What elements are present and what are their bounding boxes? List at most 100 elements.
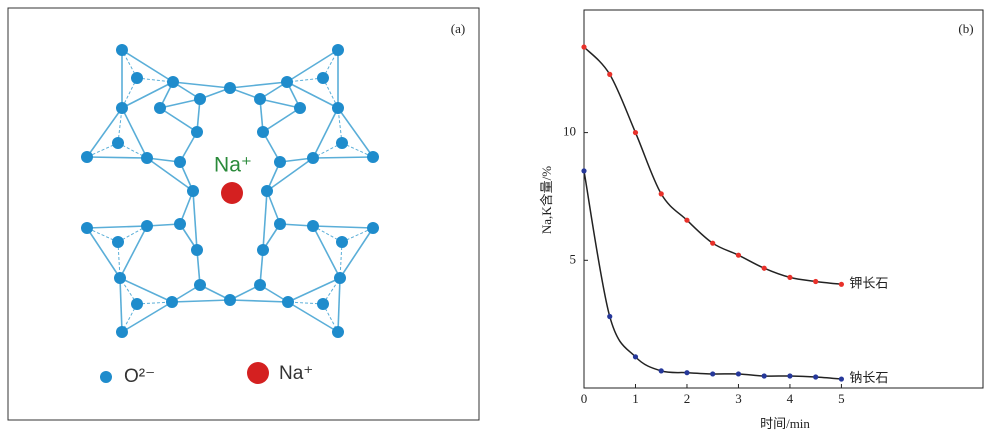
bond <box>337 107 374 158</box>
data-point <box>735 371 742 377</box>
bond <box>121 301 173 333</box>
data-point <box>813 374 819 380</box>
series-label: 钠长石 <box>849 370 888 385</box>
oxygen-ion <box>332 326 344 338</box>
data-point <box>632 129 639 136</box>
bond <box>262 190 268 251</box>
oxygen-ion <box>332 102 344 114</box>
bond <box>172 81 231 89</box>
oxygen-ion <box>141 220 153 232</box>
plot-frame <box>583 9 984 389</box>
bond <box>121 49 174 83</box>
data-point <box>632 354 639 360</box>
oxygen-ion <box>332 44 344 56</box>
oxygen-ion <box>114 272 126 284</box>
bond <box>339 227 374 279</box>
oxygen-ion <box>367 151 379 163</box>
data-point <box>735 252 742 258</box>
bond <box>117 241 121 279</box>
data-point <box>813 278 819 285</box>
oxygen-ion <box>274 218 286 230</box>
bond <box>286 81 339 109</box>
legend-na-marker <box>247 362 269 384</box>
oxygen-ion <box>317 298 329 310</box>
bond <box>286 49 339 83</box>
bond <box>312 225 341 279</box>
oxygen-ion <box>257 244 269 256</box>
oxygen-ion <box>317 72 329 84</box>
bond <box>229 81 288 89</box>
crystal-network <box>81 44 379 338</box>
x-tick-label: 3 <box>735 391 742 406</box>
bond <box>86 156 148 159</box>
x-tick-label: 0 <box>581 391 588 406</box>
oxygen-ion <box>274 156 286 168</box>
data-point <box>710 371 716 377</box>
bond <box>86 225 148 229</box>
data-point <box>787 274 793 281</box>
bond <box>337 277 341 333</box>
na-ion-label: Na⁺ <box>214 154 252 177</box>
oxygen-ion <box>116 102 128 114</box>
oxygen-ion <box>174 156 186 168</box>
legend-na-label: Na⁺ <box>279 363 313 384</box>
x-tick-label: 1 <box>632 391 639 406</box>
oxygen-ion <box>112 137 124 149</box>
bond <box>229 299 289 303</box>
bond <box>119 225 148 279</box>
oxygen-ion <box>336 137 348 149</box>
bond <box>312 107 339 159</box>
data-point <box>710 240 716 246</box>
data-point <box>761 373 767 379</box>
bond <box>159 98 201 109</box>
oxygen-ion <box>112 236 124 248</box>
x-tick-label: 5 <box>838 391 845 406</box>
x-tick-label: 2 <box>684 391 691 406</box>
oxygen-ion <box>116 44 128 56</box>
oxygen-ion <box>254 93 266 105</box>
data-point <box>658 368 664 374</box>
bond <box>312 156 374 159</box>
data-point <box>607 313 613 320</box>
oxygen-ion <box>194 279 206 291</box>
oxygen-ion <box>282 296 294 308</box>
bond <box>119 277 173 303</box>
bond <box>119 277 123 333</box>
bond <box>287 277 341 303</box>
data-point <box>838 281 845 287</box>
oxygen-ion <box>131 72 143 84</box>
bond <box>86 107 123 158</box>
oxygen-ion <box>261 185 273 197</box>
bond <box>259 98 301 109</box>
panel-b-label: (b) <box>958 21 973 36</box>
oxygen-ion <box>334 272 346 284</box>
series-label: 钾长石 <box>849 275 888 290</box>
oxygen-ion <box>154 102 166 114</box>
data-point <box>581 44 587 50</box>
fit-curve <box>583 46 842 286</box>
data-point <box>838 376 845 382</box>
data-point <box>684 370 690 376</box>
oxygen-ion <box>141 152 153 164</box>
oxygen-ion <box>187 185 199 197</box>
bond <box>171 299 231 303</box>
oxygen-ion <box>281 76 293 88</box>
legend-o-marker <box>100 371 112 383</box>
panel-a-frame <box>7 7 480 421</box>
bond <box>287 301 339 333</box>
x-axis-label: 时间/min <box>760 416 810 431</box>
oxygen-ion <box>174 218 186 230</box>
legend-o-label: O²⁻ <box>124 366 155 387</box>
bond <box>262 107 301 133</box>
oxygen-ion <box>336 236 348 248</box>
bond <box>146 157 194 192</box>
oxygen-ion <box>81 222 93 234</box>
bond <box>266 157 314 192</box>
oxygen-ion <box>191 126 203 138</box>
oxygen-ion <box>167 76 179 88</box>
bond <box>121 107 148 159</box>
oxygen-ion <box>81 151 93 163</box>
bond <box>312 225 374 229</box>
